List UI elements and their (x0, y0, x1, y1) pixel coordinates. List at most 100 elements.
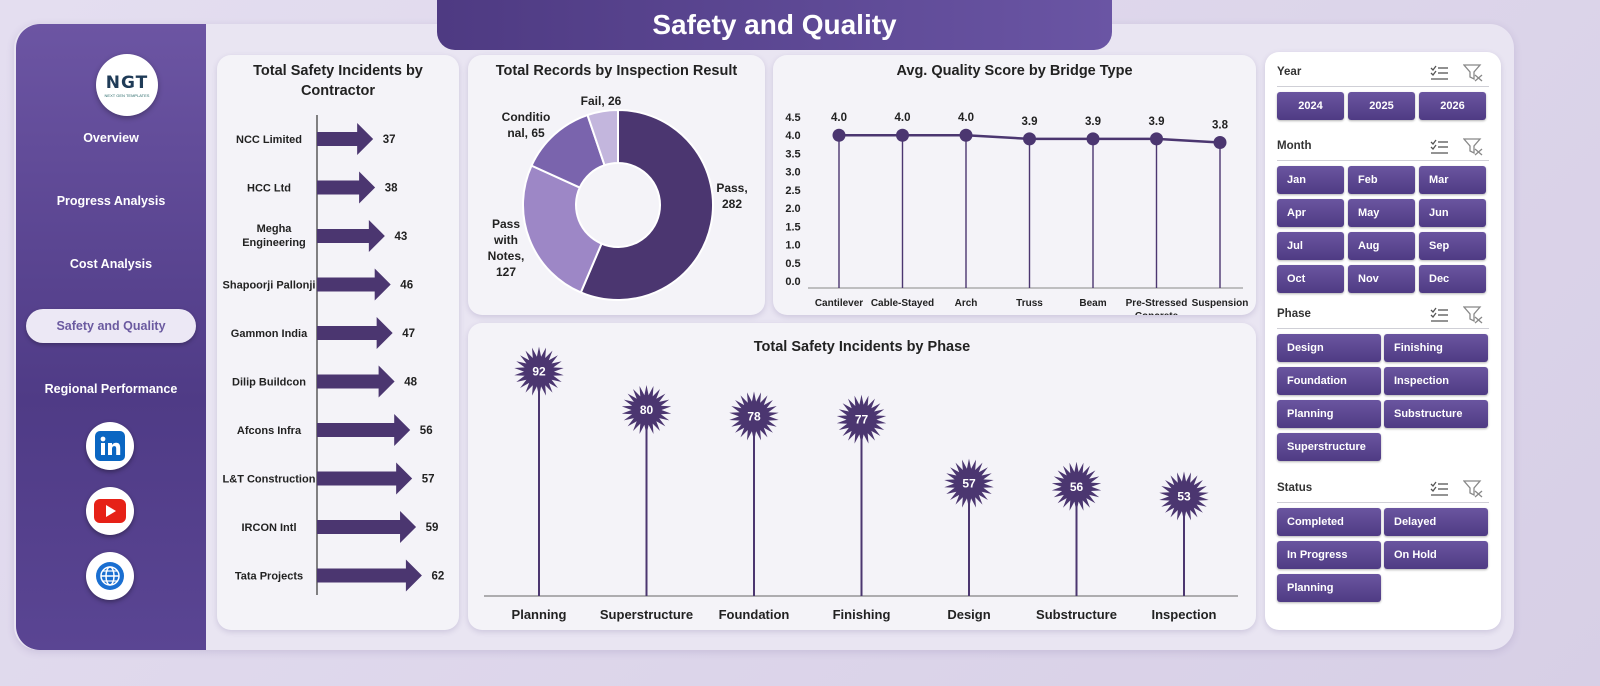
brand-logo: NGT NEXT GEN TEMPLATES (96, 54, 158, 116)
inspection-chart: Pass, 282 Pass with Notes, 127 Conditio nal, 65… (488, 94, 748, 301)
contractor-bar (317, 365, 395, 398)
y-tick-label: 0.0 (785, 276, 800, 288)
phase-x-label: Finishing (833, 607, 891, 622)
year-slicer-item[interactable]: 2026 (1419, 92, 1486, 120)
month-slicer-item[interactable]: Aug (1348, 232, 1415, 260)
contractor-bar (317, 268, 391, 301)
month-slicer-item[interactable]: Feb (1348, 166, 1415, 194)
phase-slicer-item[interactable]: Finishing (1384, 334, 1488, 362)
contractor-value-label: 37 (383, 134, 396, 146)
quality-value-label: 3.9 (1022, 116, 1038, 128)
contractor-label: Shapoorji Pallonji (223, 280, 316, 292)
month-slicer-item[interactable]: Dec (1419, 265, 1486, 293)
quality-marker (1150, 132, 1163, 146)
phase-marker (1051, 461, 1102, 512)
contractor-value-label: 46 (400, 280, 413, 292)
month-slicer-item[interactable]: May (1348, 199, 1415, 227)
quality-chart-card: Avg. Quality Score by Bridge Type 0.0 0.5… (773, 55, 1256, 315)
status-slicer-item[interactable]: On Hold (1384, 541, 1488, 569)
month-slicer-item[interactable]: Mar (1419, 166, 1486, 194)
contractor-value-label: 38 (385, 183, 398, 195)
phase-marker (514, 346, 564, 397)
month-slicer-item[interactable]: Jul (1277, 232, 1344, 260)
nav-progress-analysis[interactable]: Progress Analysis (56, 194, 166, 208)
filter-panel: Year 2024 2025 2026 Month Jan Feb Mar Apr May Jun J… (1265, 52, 1501, 630)
pie-data-label: 282 (722, 197, 742, 211)
quality-marker (1213, 136, 1227, 150)
month-slicer-item[interactable]: Nov (1348, 265, 1415, 293)
status-slicer-item[interactable]: Delayed (1384, 508, 1488, 536)
contractor-chart: NCC Limited 37 HCC Ltd 38 Megha Engineering 43… (223, 115, 444, 595)
status-slicer-title: Status (1277, 482, 1313, 494)
multi-select-icon[interactable] (1429, 480, 1449, 498)
nav-cost-analysis[interactable]: Cost Analysis (69, 257, 153, 271)
contractor-bar (317, 123, 374, 155)
clear-filter-icon[interactable] (1462, 138, 1483, 156)
contractor-label: Tata Projects (235, 571, 303, 583)
pie-slice (579, 108, 714, 301)
month-slicer-item[interactable]: Oct (1277, 265, 1344, 293)
pie-slice (522, 164, 603, 294)
contractor-chart-title: Total Safety Incidents by Contractor (253, 63, 423, 99)
contractor-label: HCC Ltd (247, 183, 291, 195)
quality-chart: 0.0 0.5 1.0 1.5 2.0 2.5 3.0 3.5 4.0 4.5 4.0 Cantile… (785, 112, 1248, 315)
nav-regional-performance[interactable]: Regional Performance (44, 382, 178, 396)
phase-slicer-item[interactable]: Substructure (1384, 400, 1488, 428)
contractor-label: Engineering (242, 237, 306, 249)
multi-select-icon[interactable] (1429, 306, 1449, 324)
phase-value-label: 78 (747, 409, 761, 423)
month-slicer-item[interactable]: Jun (1419, 199, 1486, 227)
x-tick-label: Pre-Stressed (1126, 298, 1188, 309)
year-slicer-item[interactable]: 2024 (1277, 92, 1344, 120)
status-slicer-item[interactable]: In Progress (1277, 541, 1381, 569)
month-slicer-item[interactable]: Apr (1277, 199, 1344, 227)
youtube-icon[interactable] (86, 487, 134, 535)
contractor-label: Afcons Infra (237, 425, 302, 437)
contractor-label: IRCON Intl (242, 522, 297, 534)
contractor-value-label: 57 (422, 474, 435, 486)
phase-value-label: 53 (1177, 489, 1191, 503)
year-slicer-item[interactable]: 2025 (1348, 92, 1415, 120)
clear-filter-icon[interactable] (1462, 480, 1483, 498)
logo-subtext: NEXT GEN TEMPLATES (104, 92, 150, 98)
month-slicer-item[interactable]: Sep (1419, 232, 1486, 260)
quality-value-label: 3.9 (1085, 116, 1101, 128)
phase-slicer-item[interactable]: Foundation (1277, 367, 1381, 395)
contractor-value-label: 43 (394, 231, 407, 243)
phase-slicer-item[interactable]: Superstructure (1277, 433, 1381, 461)
month-slicer-item[interactable]: Jan (1277, 166, 1344, 194)
quality-value-label: 4.0 (831, 112, 847, 124)
linkedin-icon[interactable] (86, 422, 134, 470)
phase-marker (836, 394, 887, 445)
phase-slicer-item[interactable]: Design (1277, 334, 1381, 362)
clear-filter-icon[interactable] (1462, 306, 1483, 324)
quality-marker (1086, 132, 1100, 146)
multi-select-icon[interactable] (1429, 138, 1449, 156)
y-tick-label: 2.5 (785, 185, 800, 197)
y-tick-label: 4.0 (785, 130, 800, 142)
logo-text: NGT (105, 72, 149, 93)
contractor-value-label: 56 (420, 425, 433, 437)
status-slicer-item[interactable]: Completed (1277, 508, 1381, 536)
globe-icon[interactable] (86, 552, 134, 600)
phase-x-label: Design (947, 607, 990, 622)
nav-safety-and-quality[interactable]: Safety and Quality (26, 309, 196, 343)
contractor-label: L&T Construction (223, 474, 316, 486)
clear-filter-icon[interactable] (1462, 64, 1483, 82)
status-slicer-item[interactable]: Planning (1277, 574, 1381, 602)
x-tick-label: Arch (955, 298, 978, 309)
contractor-bar (317, 559, 422, 592)
inspection-chart-card: Total Records by Inspection Result Pass,… (468, 55, 765, 315)
phase-slicer-item[interactable]: Inspection (1384, 367, 1488, 395)
quality-value-label: 3.8 (1212, 120, 1229, 132)
phase-value-label: 80 (640, 403, 654, 417)
nav-overview[interactable]: Overview (83, 131, 139, 145)
contractor-bar (317, 511, 417, 543)
multi-select-icon[interactable] (1429, 64, 1449, 82)
pie-data-label: Pass (492, 217, 520, 231)
quality-value-label: 4.0 (895, 112, 911, 124)
phase-x-label: Superstructure (600, 607, 693, 622)
page-title: Safety and Quality (437, 0, 1112, 50)
pie-data-label: with (493, 233, 518, 247)
phase-slicer-item[interactable]: Planning (1277, 400, 1381, 428)
